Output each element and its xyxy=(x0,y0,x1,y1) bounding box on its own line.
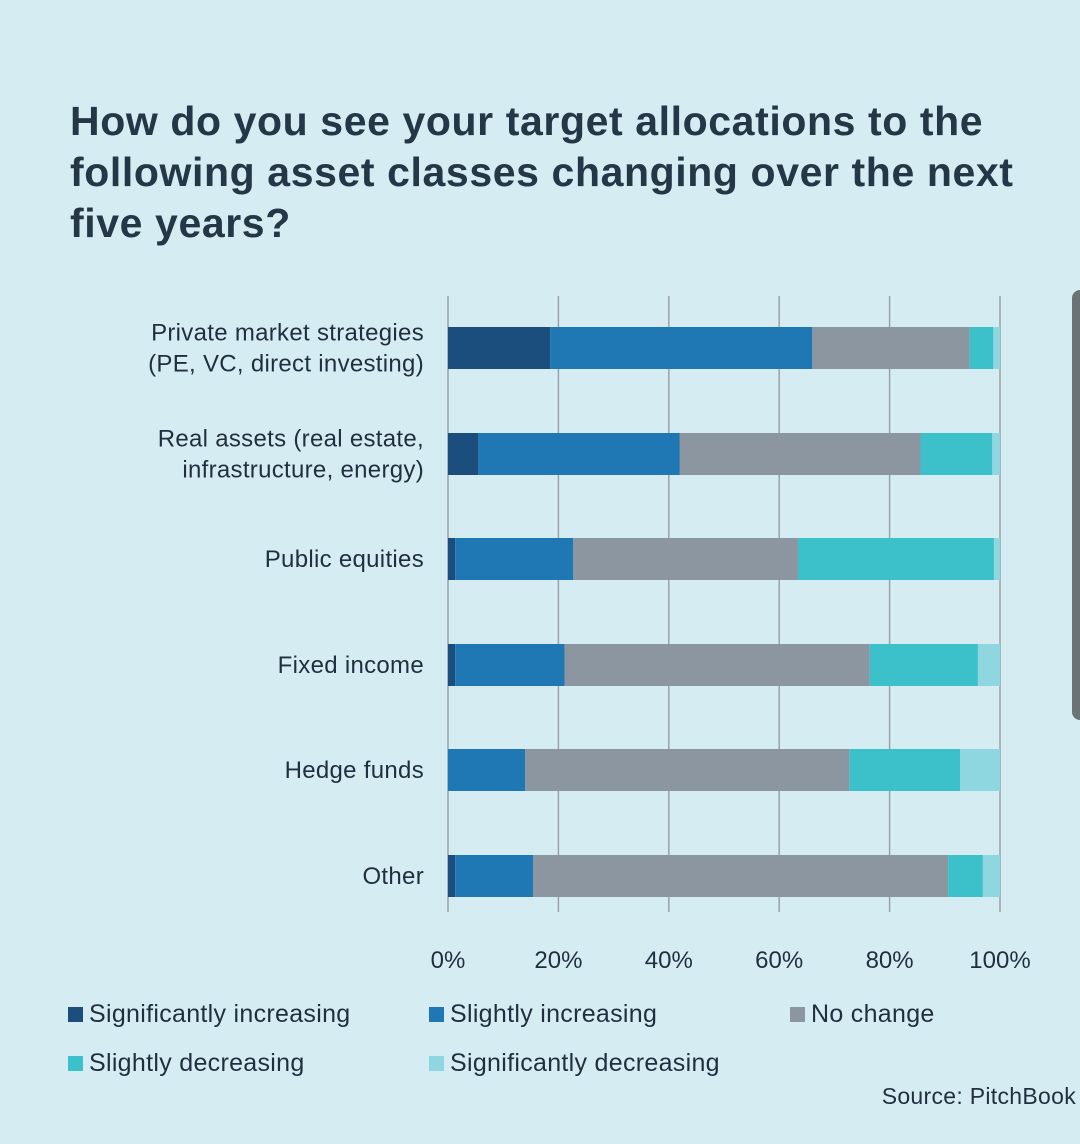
bar-segment-significantly-decreasing xyxy=(960,749,1000,791)
category-label: Real assets (real estate, xyxy=(158,426,424,453)
x-tick-label: 80% xyxy=(866,947,914,974)
legend-swatch xyxy=(790,1007,805,1022)
category-label: Other xyxy=(362,863,424,890)
bar-segment-slightly-decreasing xyxy=(920,433,993,475)
category-label: Fixed income xyxy=(278,652,424,679)
bar-segment-slightly-increasing xyxy=(455,855,534,897)
legend-swatch xyxy=(68,1056,83,1071)
bar-segment-slightly-increasing xyxy=(455,538,574,580)
category-label: Hedge funds xyxy=(285,757,424,784)
bar-segment-slightly-decreasing xyxy=(797,538,994,580)
chart-title: How do you see your target allocations t… xyxy=(70,98,1014,246)
bar-segment-no-change xyxy=(679,433,921,475)
bar-segment-significantly-increasing xyxy=(448,644,456,686)
x-tick-label: 40% xyxy=(645,947,693,974)
legend-item-significantly-increasing: Significantly increasing xyxy=(68,1000,351,1029)
bar-segment-significantly-increasing xyxy=(448,327,551,369)
category-label: infrastructure, energy) xyxy=(182,457,424,484)
category-label: Public equities xyxy=(265,546,424,573)
legend-item-significantly-decreasing: Significantly decreasing xyxy=(429,1049,720,1078)
category-label: Private market strategies xyxy=(151,320,424,347)
bar-segment-slightly-decreasing xyxy=(948,855,983,897)
legend-swatch xyxy=(429,1007,444,1022)
bar-segment-slightly-decreasing xyxy=(849,749,961,791)
x-tick-label: 0% xyxy=(431,947,466,974)
legend-label: Significantly increasing xyxy=(89,1000,351,1028)
legend-item-slightly-decreasing: Slightly decreasing xyxy=(68,1049,305,1078)
legend-item-slightly-increasing: Slightly increasing xyxy=(429,1000,657,1029)
bar-segment-slightly-increasing xyxy=(478,433,680,475)
bar-segment-significantly-increasing xyxy=(448,433,479,475)
x-tick-label: 100% xyxy=(969,947,1030,974)
bar-segment-slightly-increasing xyxy=(448,749,526,791)
legend-label: Slightly increasing xyxy=(450,1000,658,1028)
bar-segment-no-change xyxy=(573,538,798,580)
bar-segment-significantly-decreasing xyxy=(993,538,1000,580)
legend-label: Significantly decreasing xyxy=(450,1049,720,1077)
bar-segment-significantly-decreasing xyxy=(977,644,1000,686)
bar-segment-significantly-increasing xyxy=(448,538,456,580)
bar-segment-slightly-increasing xyxy=(455,644,565,686)
bar-segment-significantly-decreasing xyxy=(993,327,1000,369)
x-tick-label: 60% xyxy=(755,947,803,974)
legend-swatch xyxy=(68,1007,83,1022)
bar-segment-no-change xyxy=(525,749,850,791)
x-tick-label: 20% xyxy=(534,947,582,974)
bar-segment-no-change xyxy=(812,327,970,369)
scroll-edge-handle[interactable] xyxy=(1072,290,1080,720)
category-label: (PE, VC, direct investing) xyxy=(148,351,424,378)
legend-label: Slightly decreasing xyxy=(89,1049,305,1077)
legend-item-no-change: No change xyxy=(790,1000,935,1029)
bar-segment-significantly-decreasing xyxy=(982,855,1000,897)
bar-segment-slightly-decreasing xyxy=(969,327,994,369)
legend-swatch xyxy=(429,1056,444,1071)
bar-segment-no-change xyxy=(533,855,949,897)
legend-label: No change xyxy=(811,1000,935,1028)
bar-segment-no-change xyxy=(564,644,870,686)
bar-segment-significantly-increasing xyxy=(448,855,456,897)
source-note: Source: PitchBook xyxy=(881,1083,1076,1109)
bar-segment-significantly-decreasing xyxy=(992,433,1000,475)
bar-segment-slightly-increasing xyxy=(550,327,813,369)
bar-segment-slightly-decreasing xyxy=(869,644,978,686)
